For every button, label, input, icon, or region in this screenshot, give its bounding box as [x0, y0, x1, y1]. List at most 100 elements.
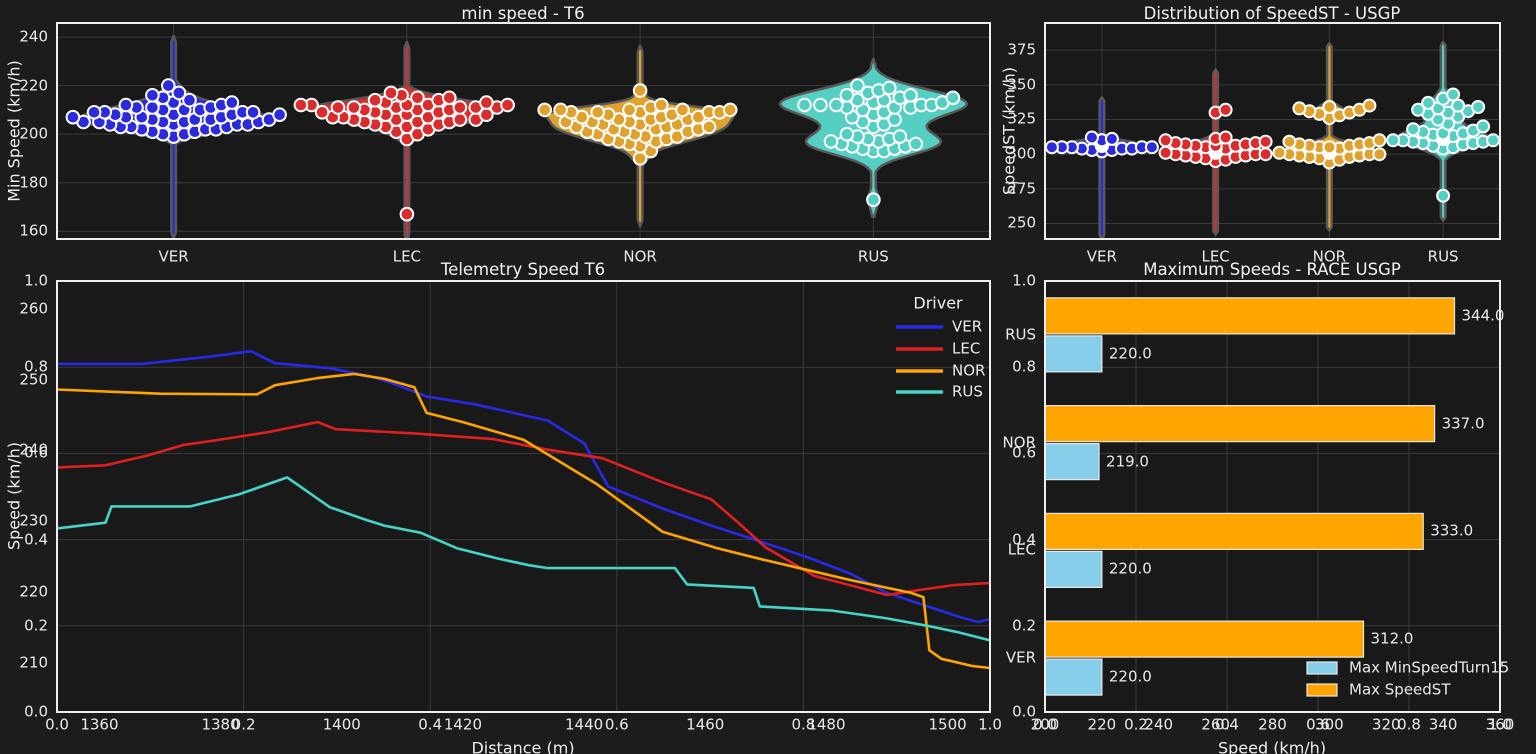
panel-group [57, 23, 990, 239]
swarm-dot [410, 90, 425, 106]
y-tick-label: 230 [19, 511, 48, 530]
series-line-lec [57, 420, 990, 597]
swarm-dot [823, 134, 839, 149]
x-tick-label: 1460 [686, 715, 725, 734]
swarm-dot [293, 97, 309, 113]
bar-value-label: 344.0 [1461, 306, 1505, 325]
twin-x-tick-label: 0.8 [1397, 715, 1421, 734]
swarm-dot [1258, 134, 1273, 149]
swarm-dot [866, 192, 881, 207]
y-tick-label: 240 [19, 27, 48, 46]
swarm-dot [182, 92, 197, 108]
chart-title-telemetry: Telemetry Speed T6 [440, 260, 606, 279]
category-label-rus: RUS [1427, 247, 1459, 266]
panel-group [1045, 281, 1500, 712]
x-tick-label: 280 [1258, 715, 1287, 734]
swarm-dot [1362, 98, 1377, 113]
swarm-dot [1451, 98, 1466, 113]
swarm-dot [813, 97, 828, 113]
twin-x-tick-label: 0.6 [1306, 715, 1330, 734]
y-category-label-rus: RUS [1005, 325, 1036, 344]
bar-speedst-ver [1045, 620, 1365, 658]
category-label-nor: NOR [623, 247, 657, 266]
twin-x-tick-label: 1.0 [1488, 715, 1512, 734]
category-label-rus: RUS [857, 247, 889, 266]
twin-y-tick-label: 0.2 [1012, 616, 1036, 635]
x-tick-label: 1400 [322, 715, 361, 734]
swarm-dot [945, 90, 961, 106]
swarm-dot [1421, 95, 1436, 110]
swarm-dot [1406, 122, 1421, 137]
swarm-dot [839, 88, 855, 103]
chart-title-maxspeeds: Maximum Speeds - RACE USGP [1143, 260, 1401, 279]
bar-minspeed-ver [1045, 658, 1103, 696]
x-tick-label: 1360 [80, 715, 119, 734]
swarm-dot [1471, 100, 1486, 114]
swarm-dot [479, 95, 494, 110]
swarm-dot [272, 107, 287, 122]
y-tick-label: 260 [19, 299, 48, 318]
twin-x-tick-label: 0.6 [604, 715, 629, 734]
swarm-dot [346, 100, 362, 115]
twin-x-tick-label: 0.4 [1215, 715, 1239, 734]
swarm-dot [171, 85, 187, 101]
legend-swatch-minspeed [1306, 661, 1338, 675]
twin-y-tick-label: 1.0 [1012, 271, 1036, 290]
swarm-dot [892, 129, 908, 144]
swarm-dot [1476, 119, 1491, 134]
y-category-label-nor: NOR [1002, 433, 1036, 452]
swarm-dot [383, 85, 399, 101]
panel-group [57, 281, 990, 712]
swarm-dot [118, 97, 134, 113]
swarm-dot [1372, 147, 1387, 162]
swarm-dot [1218, 130, 1233, 145]
swarm-dot [1258, 147, 1273, 162]
bar-speedst-rus [1045, 297, 1456, 335]
legend-label-nor: NOR [952, 361, 986, 380]
bar-value-label: 312.0 [1370, 629, 1414, 648]
panel-group [1045, 23, 1500, 239]
swarm-dot [1272, 145, 1287, 160]
bar-minspeed-lec [1045, 550, 1103, 588]
category-label-ver: VER [1086, 247, 1117, 266]
x-tick-label: 260 [1201, 715, 1230, 734]
y-category-label-lec: LEC [1007, 540, 1036, 559]
y-tick-label: 300 [1007, 144, 1036, 163]
swarm-dot [903, 88, 918, 103]
twin-y-tick-label: 0.0 [1012, 702, 1036, 721]
x-tick-label: 320 [1371, 715, 1401, 734]
legend-title-driver: Driver [913, 293, 963, 313]
legend-swatch-speedst [1306, 683, 1338, 697]
bar-value-label: 220.0 [1108, 344, 1152, 363]
swarm-dot [1322, 100, 1337, 114]
swarm-dot [1158, 145, 1173, 160]
category-label-lec: LEC [1201, 247, 1230, 266]
swarm-dot [500, 97, 515, 113]
x-tick-label: 1500 [928, 715, 967, 734]
swarm-dot [675, 102, 690, 118]
y-tick-label: 220 [19, 76, 48, 95]
swarm-dot [882, 80, 897, 96]
bar-speedst-nor [1045, 405, 1436, 443]
swarm-dot [224, 95, 240, 110]
plot-spine [1044, 280, 1501, 713]
category-label-lec: LEC [392, 247, 422, 266]
y-tick-label: 350 [1007, 75, 1036, 94]
y-tick-label: 375 [1007, 40, 1036, 59]
bar-value-label: 337.0 [1441, 414, 1485, 433]
swarm-dot [590, 105, 606, 120]
x-axis-label-distance: Distance (m) [471, 738, 575, 754]
chart-title-min-speed: min speed - T6 [461, 4, 585, 23]
swarm-dot [654, 97, 669, 113]
swarm-dot [145, 88, 160, 103]
y-tick-label: 220 [19, 582, 48, 601]
swarm-dot [452, 112, 468, 127]
x-axis-label-speed: Speed (km/h) [1217, 738, 1327, 754]
swarm-dot [829, 97, 844, 113]
bar-value-label: 220.0 [1108, 559, 1152, 578]
swarm-dot [245, 105, 261, 120]
swarm-dot [839, 126, 855, 142]
twin-y-tick-label: 0.8 [1012, 357, 1036, 376]
swarm-dot [701, 119, 717, 135]
